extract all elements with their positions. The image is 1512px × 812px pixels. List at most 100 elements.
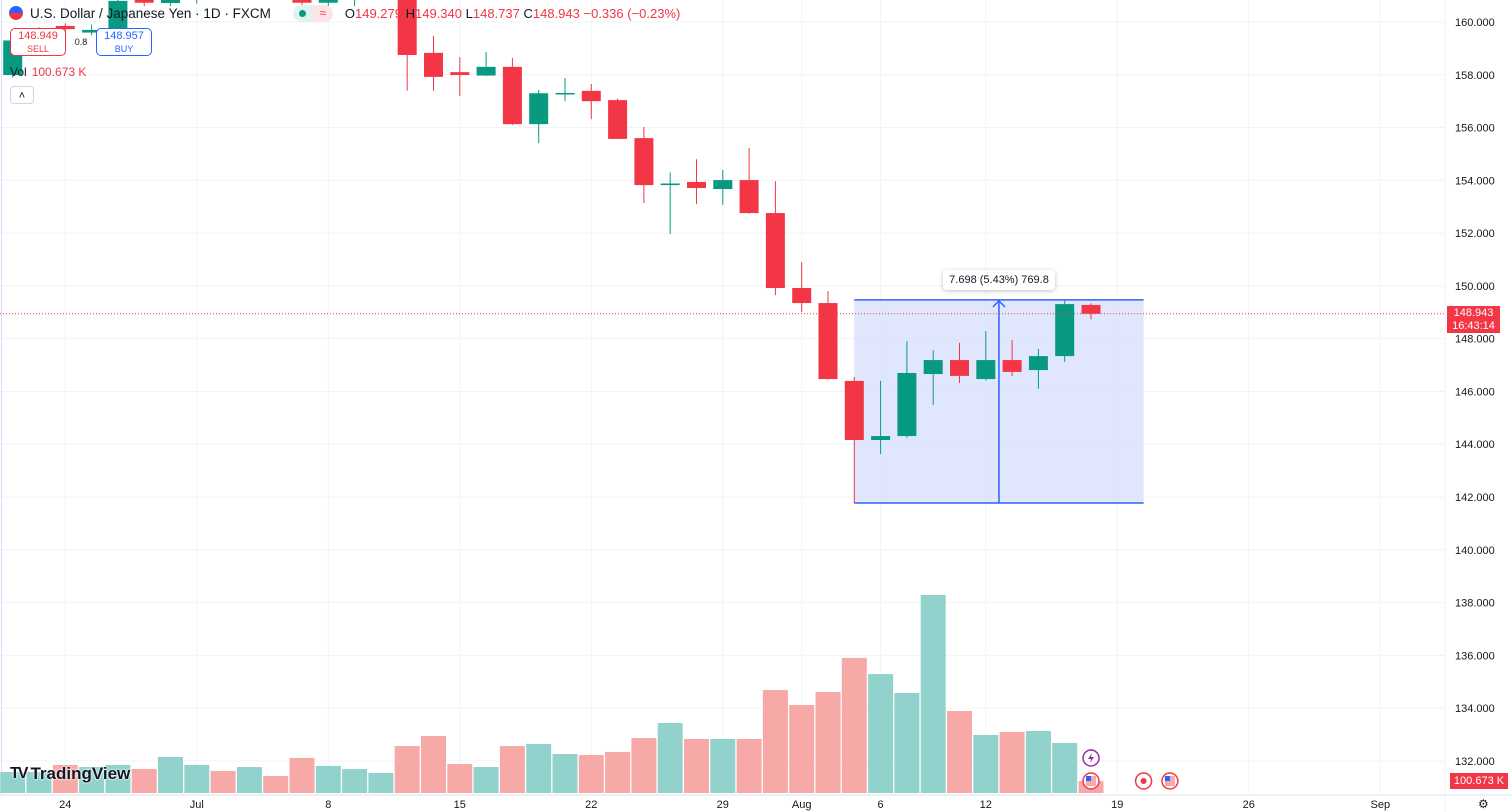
volume-bar [473,767,499,793]
spread-value: 0.8 [74,37,88,47]
candle-body [844,380,864,441]
candle [634,127,654,204]
price-tick-label: 148.000 [1455,334,1495,346]
symbol-legend: U.S. Dollar / Japanese Yen · 1D · FXCM ≈… [8,4,680,22]
candle-body [318,0,338,3]
candle [792,262,812,313]
volume-bar [710,739,736,793]
price-tick-label: 158.000 [1455,70,1495,82]
candle-body [897,372,917,437]
wave-icon: ≈ [312,4,333,22]
volume-bar [421,736,446,793]
candle-body [161,0,180,3]
sell-button[interactable]: 148.949 SELL [10,28,66,56]
volume-bar [236,767,262,793]
candle-body [82,29,102,33]
volume-tag: 100.673 K [1450,773,1508,789]
time-tick-label: 6 [878,799,884,811]
candle [134,0,154,7]
candle-body [1055,304,1075,357]
candle [687,159,706,205]
buy-button[interactable]: 148.957 BUY [96,28,152,56]
candle [161,0,180,7]
us-flag-icon[interactable] [1161,772,1179,790]
volume-bar [263,775,289,793]
price-tick-label: 132.000 [1455,756,1495,768]
candle-body [818,303,838,380]
candle [502,57,522,125]
candle-body [634,138,654,186]
measure-label: 7.698 (5.43%) 769.8 [943,270,1055,290]
candle-body [950,360,969,376]
volume-bar [26,772,52,793]
time-tick-label: 15 [454,799,466,811]
collapse-legend-button[interactable]: ˄ [10,86,34,104]
candle [923,350,943,405]
time-tick-label: 24 [59,799,71,811]
volume-bar [841,657,867,793]
price-tick-label: 136.000 [1455,650,1495,662]
us-flag-icon[interactable] [1082,772,1100,790]
change-value: −0.336 (−0.23%) [583,5,681,21]
price-tick-label: 142.000 [1455,492,1495,504]
japan-flag-icon[interactable] [1134,772,1153,790]
candle [424,35,443,91]
candle-body [660,183,680,186]
time-tick-label: Sep [1371,799,1391,811]
candle-body [55,25,75,30]
candle-body [476,66,496,76]
candle-body [292,0,312,3]
volume-bar [447,764,473,793]
volume-bar [631,738,657,793]
volume-bar [605,751,631,793]
candle [82,24,102,36]
trade-panel: 148.949 SELL 0.8 148.957 BUY [10,28,152,56]
candle [871,380,891,455]
candle [476,52,496,77]
candle [196,0,198,4]
volume-bar [736,739,762,793]
candle-body [450,72,470,76]
time-tick-label: 19 [1111,799,1123,811]
flag-canton [1086,776,1091,781]
volume-bar [1025,731,1051,793]
volume-bar [210,770,236,793]
candle-body [502,66,522,125]
price-tick-label: 160.000 [1455,17,1495,29]
price-tick-label: 146.000 [1455,386,1495,398]
price-tick-label: 150.000 [1455,281,1495,293]
volume-legend: Vol 100.673 K [10,65,87,79]
indicator-pill[interactable]: ≈ [292,4,333,22]
time-tick-label: 29 [717,799,729,811]
candle-body [555,92,575,95]
price-tick-label: 152.000 [1455,228,1495,240]
candle-body [1028,356,1048,371]
time-tick-label: 8 [325,799,331,811]
candle [976,331,996,381]
symbol-title[interactable]: U.S. Dollar / Japanese Yen · 1D · FXCM [30,5,271,21]
volume-bar [684,739,709,793]
candle-body [976,360,996,380]
candle [354,0,356,7]
candle [529,90,549,144]
candle [1081,303,1101,320]
candle [108,0,128,30]
price-tick-label: 134.000 [1455,703,1495,715]
candle-body [871,436,891,441]
lightning-icon[interactable] [1082,749,1100,767]
tradingview-logo[interactable]: TV TradingView [10,764,131,783]
candle-body [529,93,549,125]
gear-icon[interactable]: ⚙ [1478,797,1489,811]
candle-body [108,0,128,29]
volume-bar [973,734,999,793]
volume-bar [762,690,788,793]
volume-bar [105,764,131,793]
candle [950,342,969,384]
candle-body [134,0,154,3]
time-tick-label: 26 [1243,799,1255,811]
price-tick-label: 140.000 [1455,545,1495,557]
volume-bar [315,765,341,793]
volume-bar [1052,742,1078,793]
volume-bar [52,764,78,793]
